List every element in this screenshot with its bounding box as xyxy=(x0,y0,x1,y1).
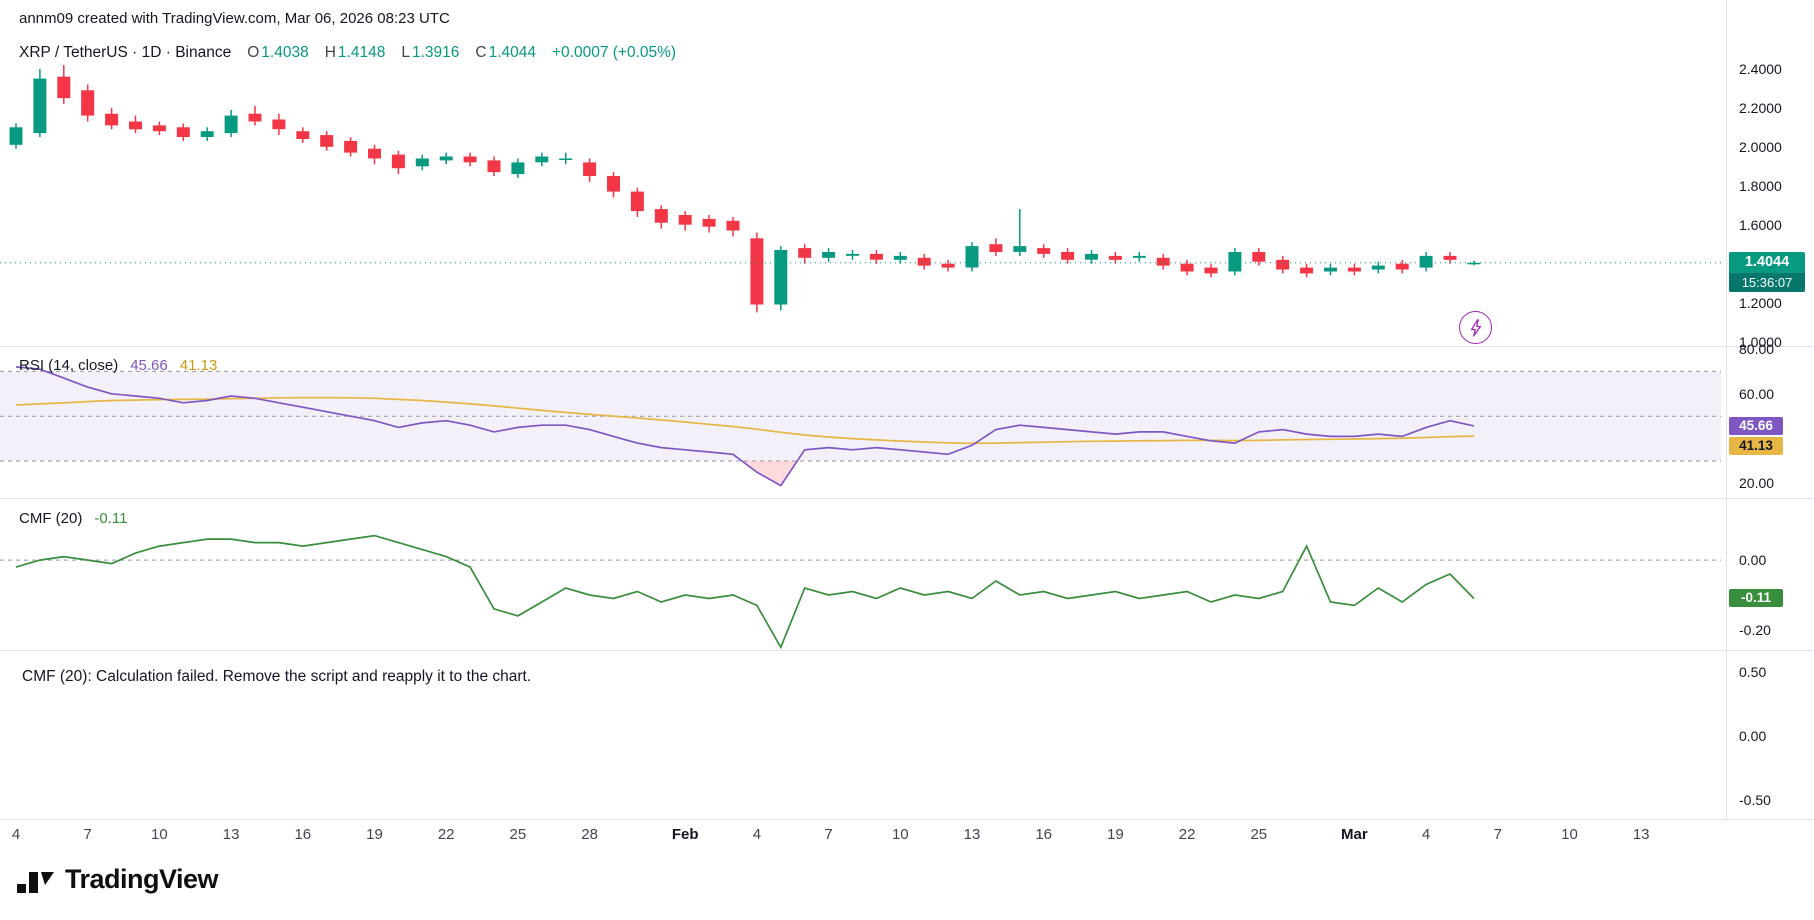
time-axis-tick: Mar xyxy=(1341,826,1368,843)
rsi-pane[interactable] xyxy=(0,348,1721,497)
price-axis-tick: 2.0000 xyxy=(1739,138,1782,155)
time-axis-tick: Feb xyxy=(671,826,699,843)
last-price-badge-stack: 1.4044 15:36:07 xyxy=(1729,251,1805,292)
time-axis[interactable]: 4 7 10 13 16 19 22 25 28 Feb 4 7 10 13 16 19 22 25 Mar 4 7 10… xyxy=(0,820,1726,856)
price-change: +0.0007 (+0.05%) xyxy=(552,44,677,61)
price-axis-tick: 2.2000 xyxy=(1739,99,1782,116)
tradingview-logo[interactable]: TradingView xyxy=(17,864,219,895)
time-axis-tick: 10 xyxy=(891,826,909,843)
time-axis-tick: 25 xyxy=(509,826,527,843)
tradingview-logo-icon xyxy=(17,871,54,893)
candlestick-pane[interactable] xyxy=(0,64,1721,345)
rsi-value: 45.66 xyxy=(130,357,168,374)
bar-countdown-badge: 15:36:07 xyxy=(1729,272,1805,292)
time-axis-tick: 28 xyxy=(581,826,598,843)
pane-separator[interactable] xyxy=(0,650,1814,651)
time-axis-separator xyxy=(0,819,1814,820)
time-axis-tick: 10 xyxy=(1561,826,1578,843)
price-axis-tick: 20.00 xyxy=(1739,475,1775,492)
price-axis-tick: 60.00 xyxy=(1739,385,1775,402)
ohlc-low: L 1.3916 xyxy=(401,44,460,61)
price-axis-border xyxy=(1726,0,1727,820)
price-axis-tick: 1.2000 xyxy=(1739,294,1782,311)
rsi-ma-value-badge: 41.13 xyxy=(1729,436,1783,455)
time-axis-tick: 13 xyxy=(222,826,240,843)
attribution-note: annm09 created with TradingView.com, Mar… xyxy=(19,10,450,27)
pane-separator[interactable] xyxy=(0,498,1814,499)
time-axis-tick: 16 xyxy=(294,826,312,843)
last-price-badge: 1.4044 xyxy=(1729,251,1805,273)
time-axis-tick: 13 xyxy=(1632,826,1650,843)
price-axis-tick: 0.00 xyxy=(1739,552,1767,569)
rsi-ma-value: 41.13 xyxy=(179,357,218,374)
cmf-legend[interactable]: CMF (20) -0.11 xyxy=(19,510,127,527)
price-axis-tick: -0.20 xyxy=(1739,621,1771,638)
time-axis-tick: 4 xyxy=(11,826,21,843)
tradingview-wordmark: TradingView xyxy=(65,864,219,894)
price-axis-tick: -0.50 xyxy=(1739,792,1771,808)
ohlc-open: O 1.4038 xyxy=(247,44,309,61)
ohlc-high: H 1.4148 xyxy=(324,44,386,61)
time-axis-tick: 19 xyxy=(366,826,383,843)
price-axis[interactable]: 2.4000 2.2000 2.0000 1.8000 1.6000 1.2000 1.00… xyxy=(1727,0,1814,820)
price-axis-tick: 0.00 xyxy=(1739,728,1767,744)
rsi-value-badge: 45.66 xyxy=(1729,416,1783,435)
ohlc-close: C 1.4044 xyxy=(475,44,536,61)
time-axis-tick: 4 xyxy=(752,826,762,843)
symbol-title[interactable]: XRP / TetherUS · 1D · Binance xyxy=(19,44,232,61)
time-axis-tick: 7 xyxy=(83,826,92,843)
pane-separator[interactable] xyxy=(0,346,1814,347)
time-axis-tick: 13 xyxy=(963,826,981,843)
cmf-value-badge: -0.11 xyxy=(1729,589,1783,608)
cmf-pane[interactable] xyxy=(0,499,1721,649)
time-axis-tick: 7 xyxy=(824,826,833,843)
price-axis-tick: 0.50 xyxy=(1739,664,1767,680)
cmf-error-message: CMF (20): Calculation failed. Remove the… xyxy=(22,668,532,685)
time-axis-tick: 19 xyxy=(1107,826,1124,843)
price-axis-tick: 80.00 xyxy=(1739,341,1775,357)
time-axis-tick: 16 xyxy=(1035,826,1053,843)
price-axis-tick: 1.0000 xyxy=(1739,333,1782,350)
cmf-title[interactable]: CMF (20) xyxy=(19,510,83,527)
time-axis-tick: 22 xyxy=(437,826,455,843)
time-axis-tick: 7 xyxy=(1493,826,1502,843)
lightning-bolt-button[interactable] xyxy=(1459,311,1492,344)
rsi-title[interactable]: RSI (14, close) xyxy=(19,357,119,374)
rsi-legend[interactable]: RSI (14, close) 45.66 41.13 xyxy=(19,357,217,374)
cmf-value: -0.11 xyxy=(94,510,128,527)
price-axis-tick: 1.6000 xyxy=(1739,216,1782,233)
price-axis-tick: 1.8000 xyxy=(1739,177,1782,194)
time-axis-tick: 10 xyxy=(151,826,168,843)
price-axis-tick: 2.4000 xyxy=(1739,60,1782,77)
lightning-bolt-icon xyxy=(1470,318,1481,337)
time-axis-tick: 25 xyxy=(1250,826,1268,843)
time-axis-tick: 4 xyxy=(1421,826,1431,843)
time-axis-tick: 22 xyxy=(1178,826,1196,843)
